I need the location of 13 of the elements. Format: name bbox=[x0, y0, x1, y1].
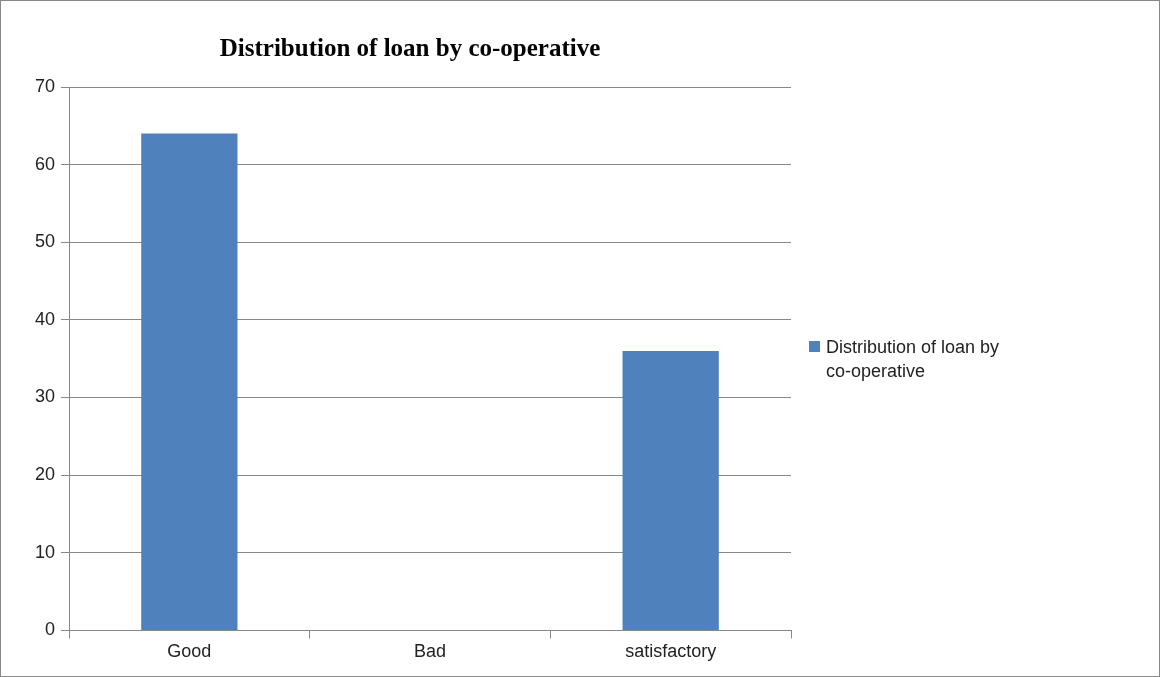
y-tick-label: 70 bbox=[34, 75, 56, 96]
chart-title: Distribution of loan by co-operative bbox=[219, 34, 601, 62]
y-tick-label: 10 bbox=[34, 541, 56, 562]
y-tick-label: 20 bbox=[34, 464, 56, 485]
x-tick-label: Good bbox=[167, 641, 212, 662]
y-tick-label: 40 bbox=[34, 308, 56, 329]
y-tick-label: 50 bbox=[34, 231, 56, 252]
legend-label: Distribution of loan by co-operative bbox=[826, 335, 1001, 383]
y-tick-label: 0 bbox=[45, 619, 56, 640]
y-tick-label: 30 bbox=[34, 386, 56, 407]
x-tick-label: satisfactory bbox=[625, 641, 717, 662]
x-tick-label: Bad bbox=[414, 641, 447, 662]
y-tick-label: 60 bbox=[34, 153, 56, 174]
